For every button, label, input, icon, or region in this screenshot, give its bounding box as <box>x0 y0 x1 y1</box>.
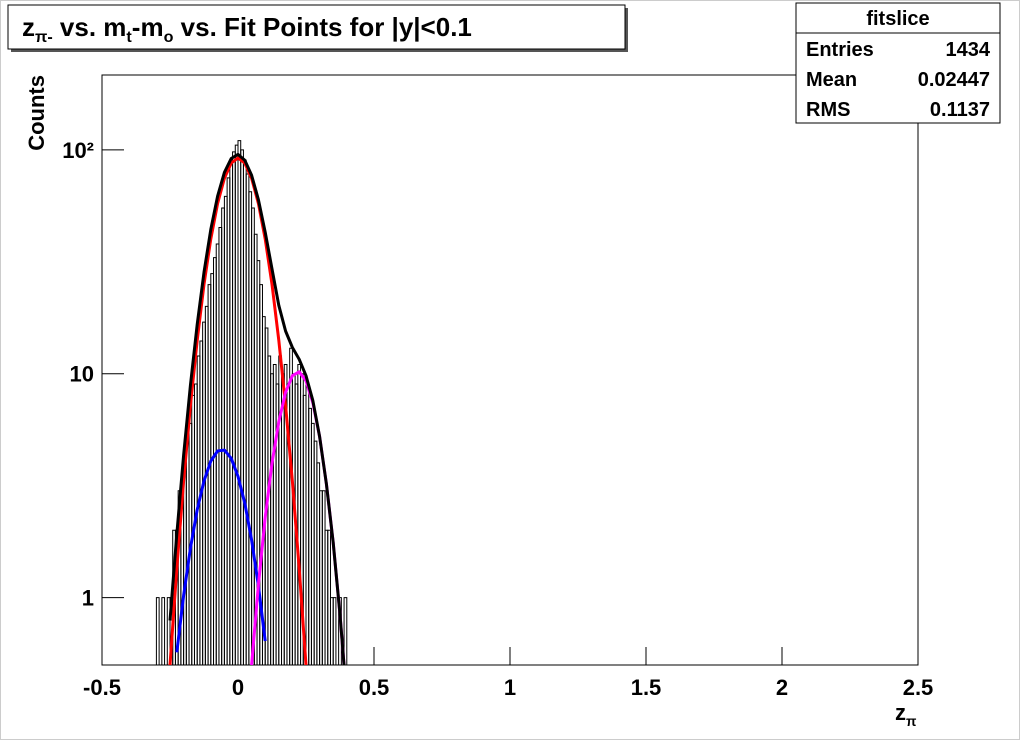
subscript: o <box>164 28 174 46</box>
x-tick-label: 0.5 <box>359 675 390 700</box>
stats-label: Entries <box>806 39 874 61</box>
chart-title: zπ- vs. mt-mo vs. Fit Points for |y|<0.1 <box>22 12 472 46</box>
stats-box <box>795 2 1001 124</box>
y-tick-label: 10² <box>62 138 94 163</box>
x-tick-label: 1 <box>504 675 516 700</box>
x-axis-label: zπ <box>895 700 917 729</box>
stats-value: 0.02447 <box>918 69 990 91</box>
text-part: vs. m <box>53 12 127 42</box>
histogram-bin <box>332 597 337 665</box>
x-tick-label: 1.5 <box>631 675 662 700</box>
text-part: z <box>22 12 35 42</box>
histogram-bin <box>338 597 342 665</box>
y-tick-label: 1 <box>82 586 94 611</box>
text-part: vs. Fit Points for |y|<0.1 <box>173 12 471 42</box>
stats-label: RMS <box>806 99 850 121</box>
stats-name: fitslice <box>866 8 929 30</box>
fit-curve <box>168 152 346 665</box>
histogram-bin <box>161 597 166 665</box>
subscript: π- <box>35 28 53 46</box>
y-tick-label: 10 <box>70 362 94 387</box>
title-box <box>7 4 626 50</box>
subscript: π <box>906 714 917 729</box>
y-axis-label: Counts <box>24 75 49 151</box>
subscript: t <box>126 28 132 46</box>
fit-curve <box>168 156 308 665</box>
x-tick-label: 2.5 <box>903 675 934 700</box>
x-tick-label: 0 <box>232 675 244 700</box>
x-tick-label: 2 <box>776 675 788 700</box>
x-tick-label: -0.5 <box>83 675 121 700</box>
plot-area <box>155 140 348 665</box>
fit-curve <box>175 448 267 653</box>
text-part: -m <box>132 12 164 42</box>
histogram-bin <box>155 597 160 665</box>
text-part: z <box>895 700 906 725</box>
stats-label: Mean <box>806 69 857 91</box>
stats-value: 0.1137 <box>930 99 990 121</box>
stats-value: 1434 <box>946 39 991 61</box>
